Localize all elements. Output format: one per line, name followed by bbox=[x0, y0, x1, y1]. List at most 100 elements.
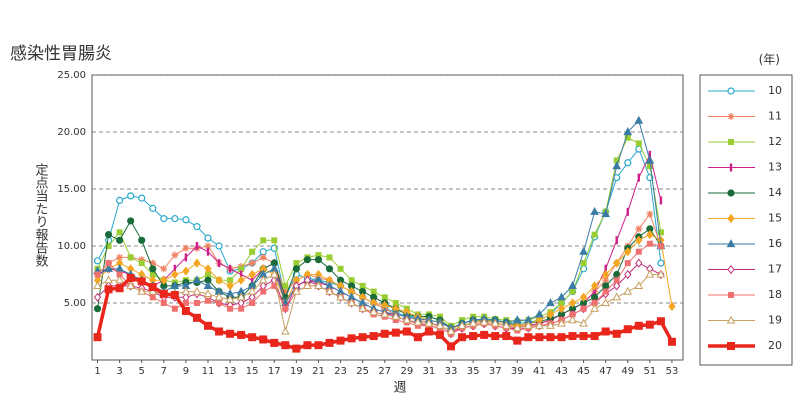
marker bbox=[93, 281, 102, 289]
marker bbox=[624, 260, 631, 267]
marker bbox=[247, 286, 257, 295]
marker bbox=[204, 264, 212, 274]
y-tick-label: 15.00 bbox=[57, 184, 86, 195]
marker bbox=[591, 300, 598, 306]
marker bbox=[546, 320, 555, 329]
marker bbox=[281, 341, 290, 350]
marker bbox=[590, 303, 599, 312]
x-tick-label: 27 bbox=[378, 366, 391, 377]
marker bbox=[137, 277, 146, 286]
marker bbox=[192, 313, 201, 322]
marker bbox=[215, 242, 223, 250]
marker bbox=[579, 332, 588, 341]
marker bbox=[206, 247, 210, 256]
marker bbox=[646, 210, 654, 218]
marker bbox=[590, 206, 599, 215]
marker bbox=[325, 265, 334, 273]
marker bbox=[601, 298, 611, 307]
marker bbox=[624, 134, 631, 141]
marker bbox=[93, 292, 102, 302]
marker bbox=[347, 334, 356, 343]
marker bbox=[623, 286, 633, 295]
marker bbox=[204, 242, 212, 250]
marker bbox=[149, 204, 157, 212]
legend-marker bbox=[727, 213, 735, 224]
marker bbox=[568, 315, 577, 324]
marker bbox=[193, 258, 201, 268]
marker bbox=[613, 258, 621, 268]
marker bbox=[646, 240, 653, 247]
marker bbox=[204, 297, 211, 304]
marker bbox=[303, 256, 312, 264]
marker bbox=[590, 332, 599, 341]
marker bbox=[248, 259, 256, 267]
marker bbox=[138, 256, 146, 264]
marker bbox=[195, 242, 199, 250]
marker bbox=[314, 256, 323, 264]
marker bbox=[413, 317, 423, 326]
marker bbox=[424, 327, 433, 336]
x-tick-label: 53 bbox=[666, 366, 679, 377]
marker bbox=[292, 286, 301, 295]
marker bbox=[315, 252, 322, 259]
marker bbox=[512, 315, 522, 324]
marker bbox=[591, 231, 598, 238]
x-tick-label: 39 bbox=[511, 366, 524, 377]
marker bbox=[116, 271, 123, 278]
marker bbox=[160, 215, 168, 223]
series-line bbox=[97, 243, 662, 335]
marker bbox=[104, 275, 113, 284]
marker bbox=[501, 320, 511, 329]
marker bbox=[546, 333, 555, 342]
marker bbox=[413, 333, 422, 342]
marker bbox=[579, 292, 588, 302]
marker bbox=[181, 306, 190, 315]
marker bbox=[104, 231, 113, 239]
x-tick-label: 3 bbox=[116, 366, 122, 377]
x-tick-label: 1 bbox=[94, 366, 100, 377]
x-tick-label: 21 bbox=[312, 366, 325, 377]
x-tick-label: 5 bbox=[139, 366, 145, 377]
marker bbox=[227, 277, 234, 284]
x-tick-label: 37 bbox=[489, 366, 502, 377]
marker bbox=[414, 322, 421, 329]
marker bbox=[546, 309, 555, 320]
marker bbox=[260, 237, 267, 244]
marker bbox=[170, 281, 180, 289]
marker bbox=[624, 247, 632, 257]
marker bbox=[402, 327, 411, 336]
marker bbox=[182, 266, 190, 276]
legend-label: 18 bbox=[768, 288, 782, 301]
legend-label: 13 bbox=[768, 161, 782, 174]
marker bbox=[228, 264, 232, 273]
x-tick-label: 47 bbox=[599, 366, 612, 377]
marker bbox=[535, 309, 544, 318]
marker bbox=[204, 271, 211, 278]
marker bbox=[215, 275, 223, 285]
marker bbox=[160, 275, 168, 285]
marker bbox=[249, 300, 256, 306]
marker bbox=[579, 318, 588, 327]
marker bbox=[602, 269, 610, 280]
marker bbox=[337, 265, 344, 272]
marker bbox=[127, 192, 135, 200]
marker bbox=[601, 209, 611, 218]
marker bbox=[637, 173, 641, 182]
marker bbox=[116, 196, 124, 204]
marker bbox=[402, 315, 412, 324]
marker bbox=[336, 292, 345, 301]
marker bbox=[225, 294, 235, 303]
legend-marker bbox=[728, 292, 734, 298]
marker bbox=[94, 271, 101, 278]
x-tick-label: 7 bbox=[161, 366, 167, 377]
y-tick-label: 5.00 bbox=[64, 298, 86, 309]
marker bbox=[105, 260, 112, 267]
legend-label: 14 bbox=[768, 186, 782, 199]
marker bbox=[149, 265, 157, 273]
marker bbox=[182, 244, 190, 252]
marker bbox=[270, 338, 279, 347]
marker bbox=[116, 229, 123, 236]
marker bbox=[369, 332, 378, 341]
marker bbox=[115, 263, 124, 272]
marker bbox=[626, 207, 629, 216]
